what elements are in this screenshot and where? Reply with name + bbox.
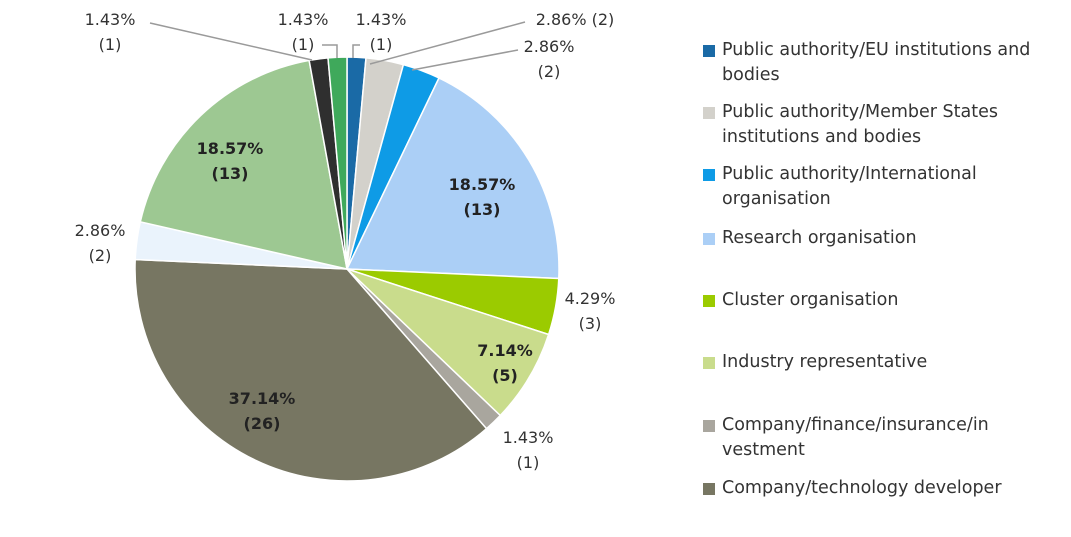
legend-label: Company/finance/insurance/in vestment	[722, 415, 989, 460]
data-label-count: (2)	[89, 246, 112, 265]
pie-chart: 1.43% (1) 2.86% (2) 2.86% (2) 18.57% (13) 4.29%…	[75, 10, 616, 482]
legend-item: Industry representative	[703, 350, 1062, 375]
pie-slice	[345, 76, 560, 280]
legend-label: Research organisation	[722, 228, 917, 248]
pie-slice	[139, 59, 348, 270]
data-label-pct: 1.43%	[85, 10, 136, 29]
pie-slice	[134, 258, 488, 482]
data-label-pct: 18.57%	[449, 175, 516, 194]
legend-swatch	[703, 169, 715, 181]
legend-label: Cluster organisation	[722, 290, 899, 310]
legend-swatch	[703, 233, 715, 245]
leader-line	[411, 49, 519, 71]
data-label-pct: 1.43%	[503, 428, 554, 447]
data-label-pct: 1.43%	[356, 10, 407, 29]
legend-swatch	[703, 107, 715, 119]
data-label-count: (3)	[579, 314, 602, 333]
legend-item: Public authority/Member States instituti…	[703, 100, 1062, 150]
legend-swatch	[703, 357, 715, 369]
legend-swatch	[703, 420, 715, 432]
data-label-count: (1)	[517, 453, 540, 472]
data-label-pct: 1.43%	[278, 10, 329, 29]
data-label-count: (5)	[492, 366, 518, 385]
data-label-count: (1)	[292, 35, 315, 54]
data-label-count: (1)	[99, 35, 122, 54]
legend-item: Public authority/International organisat…	[703, 162, 1062, 212]
data-label-pct: 7.14%	[477, 341, 533, 360]
data-label-pct: 18.57%	[197, 139, 264, 158]
legend-swatch	[703, 295, 715, 307]
legend-label: Public authority/Member States instituti…	[722, 102, 998, 147]
legend-item: Company/technology developer	[703, 476, 1062, 501]
data-label-pct: 2.86%	[524, 37, 575, 56]
legend-item: Public authority/EU institutions and bod…	[703, 38, 1062, 88]
data-label-count: (13)	[212, 164, 249, 183]
leader-line	[149, 22, 313, 61]
legend-label: Industry representative	[722, 352, 928, 372]
legend-label: Company/technology developer	[722, 478, 1002, 498]
legend-item: Cluster organisation	[703, 288, 1062, 313]
data-label: 2.86% (2)	[536, 10, 615, 29]
data-label-pct: 2.86%	[75, 221, 126, 240]
leader-line	[369, 21, 526, 65]
data-label-count: (1)	[370, 35, 393, 54]
data-label-count: (26)	[244, 414, 281, 433]
legend-item: Research organisation	[703, 226, 1062, 251]
data-label-count: (13)	[464, 200, 501, 219]
data-label-count: (2)	[538, 62, 561, 81]
legend-item: Company/finance/insurance/in vestment	[703, 413, 1062, 463]
legend-label: Public authority/International organisat…	[722, 164, 977, 209]
data-label-pct: 37.14%	[229, 389, 296, 408]
leader-line	[352, 44, 360, 58]
leader-line	[322, 44, 338, 58]
legend-label: Public authority/EU institutions and bod…	[722, 40, 1031, 85]
data-label-pct: 4.29%	[565, 289, 616, 308]
legend-swatch	[703, 45, 715, 57]
legend-swatch	[703, 483, 715, 495]
